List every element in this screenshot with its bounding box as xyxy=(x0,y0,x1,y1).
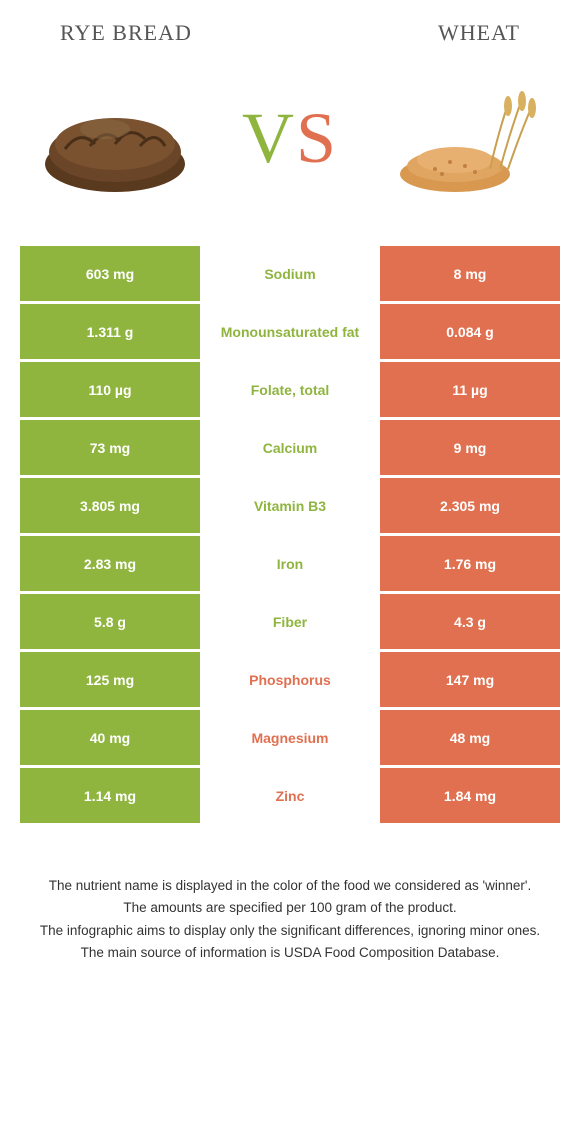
right-value: 0.084 g xyxy=(380,304,560,359)
left-value: 73 mg xyxy=(20,420,200,475)
left-value: 3.805 mg xyxy=(20,478,200,533)
footer-line: The infographic aims to display only the… xyxy=(30,921,550,941)
left-food-title: RYE BREAD xyxy=(60,20,192,46)
nutrient-label: Iron xyxy=(200,536,380,591)
left-value: 1.311 g xyxy=(20,304,200,359)
table-row: 73 mgCalcium9 mg xyxy=(20,420,560,475)
right-food-title: WHEAT xyxy=(438,20,520,46)
footer-line: The nutrient name is displayed in the co… xyxy=(30,876,550,896)
left-value: 2.83 mg xyxy=(20,536,200,591)
wheat-image xyxy=(380,74,550,204)
footer-notes: The nutrient name is displayed in the co… xyxy=(0,836,580,985)
header-row: RYE BREAD WHEAT xyxy=(0,0,580,56)
right-value: 8 mg xyxy=(380,246,560,301)
vs-v-letter: V xyxy=(242,98,296,178)
nutrient-label: Folate, total xyxy=(200,362,380,417)
images-row: VS xyxy=(0,56,580,236)
right-value: 147 mg xyxy=(380,652,560,707)
table-row: 5.8 gFiber4.3 g xyxy=(20,594,560,649)
right-value: 11 µg xyxy=(380,362,560,417)
table-row: 125 mgPhosphorus147 mg xyxy=(20,652,560,707)
nutrient-label: Monounsaturated fat xyxy=(200,304,380,359)
infographic-container: RYE BREAD WHEAT VS xyxy=(0,0,580,985)
table-row: 1.14 mgZinc1.84 mg xyxy=(20,768,560,823)
left-value: 40 mg xyxy=(20,710,200,765)
nutrient-label: Calcium xyxy=(200,420,380,475)
right-value: 9 mg xyxy=(380,420,560,475)
left-value: 125 mg xyxy=(20,652,200,707)
table-row: 603 mgSodium8 mg xyxy=(20,246,560,301)
right-value: 2.305 mg xyxy=(380,478,560,533)
nutrient-label: Fiber xyxy=(200,594,380,649)
left-value: 1.14 mg xyxy=(20,768,200,823)
nutrient-label: Sodium xyxy=(200,246,380,301)
footer-line: The amounts are specified per 100 gram o… xyxy=(30,898,550,918)
vs-s-letter: S xyxy=(296,98,338,178)
rye-bread-image xyxy=(30,74,200,204)
right-value: 1.76 mg xyxy=(380,536,560,591)
nutrient-label: Vitamin B3 xyxy=(200,478,380,533)
right-value: 1.84 mg xyxy=(380,768,560,823)
table-row: 40 mgMagnesium48 mg xyxy=(20,710,560,765)
nutrient-label: Magnesium xyxy=(200,710,380,765)
vs-label: VS xyxy=(242,97,338,180)
left-value: 110 µg xyxy=(20,362,200,417)
right-value: 4.3 g xyxy=(380,594,560,649)
nutrient-label: Phosphorus xyxy=(200,652,380,707)
table-row: 1.311 gMonounsaturated fat0.084 g xyxy=(20,304,560,359)
comparison-table: 603 mgSodium8 mg1.311 gMonounsaturated f… xyxy=(0,236,580,836)
footer-line: The main source of information is USDA F… xyxy=(30,943,550,963)
left-value: 5.8 g xyxy=(20,594,200,649)
left-value: 603 mg xyxy=(20,246,200,301)
table-row: 110 µgFolate, total11 µg xyxy=(20,362,560,417)
right-value: 48 mg xyxy=(380,710,560,765)
nutrient-label: Zinc xyxy=(200,768,380,823)
table-row: 3.805 mgVitamin B32.305 mg xyxy=(20,478,560,533)
table-row: 2.83 mgIron1.76 mg xyxy=(20,536,560,591)
